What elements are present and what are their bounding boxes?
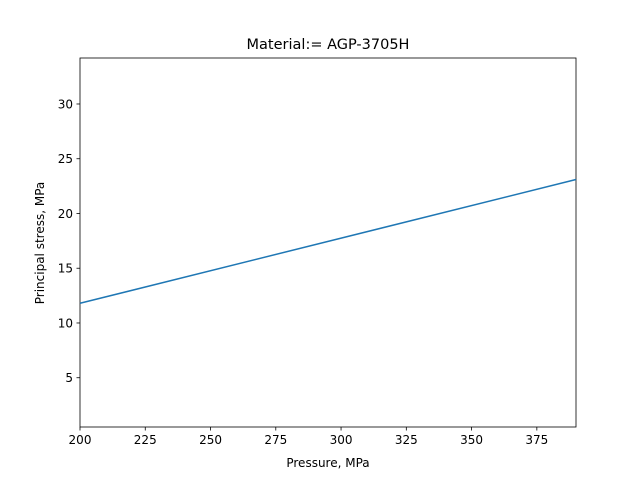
y-tick-label-2: 15 <box>58 262 73 276</box>
x-tick-label-0: 200 <box>69 433 92 447</box>
plot-area <box>79 57 577 428</box>
y-tick-label-0: 5 <box>65 371 73 385</box>
x-tick-label-5: 325 <box>395 433 418 447</box>
x-tick-label-4: 300 <box>330 433 353 447</box>
x-axis-label: Pressure, MPa <box>286 456 369 470</box>
series-line-0 <box>79 178 577 304</box>
y-tick-label-1: 10 <box>58 316 73 330</box>
y-tick-label-4: 25 <box>58 152 73 166</box>
x-tick-label-1: 225 <box>134 433 157 447</box>
y-tick-label-5: 30 <box>58 97 73 111</box>
x-tick-label-7: 375 <box>525 433 548 447</box>
plot-frame <box>79 57 577 428</box>
x-axis-ticks: 200 225 250 275 300 325 350 375 <box>69 427 548 447</box>
x-tick-label-2: 250 <box>199 433 222 447</box>
x-tick-label-3: 275 <box>264 433 287 447</box>
y-tick-label-3: 20 <box>58 207 73 221</box>
y-axis-label: Principal stress, MPa <box>33 182 47 305</box>
series-layer <box>79 178 577 304</box>
y-axis-ticks: 5 10 15 20 25 30 <box>58 97 80 385</box>
x-tick-label-6: 350 <box>460 433 483 447</box>
chart-title: Material:= AGP-3705H <box>247 37 410 53</box>
